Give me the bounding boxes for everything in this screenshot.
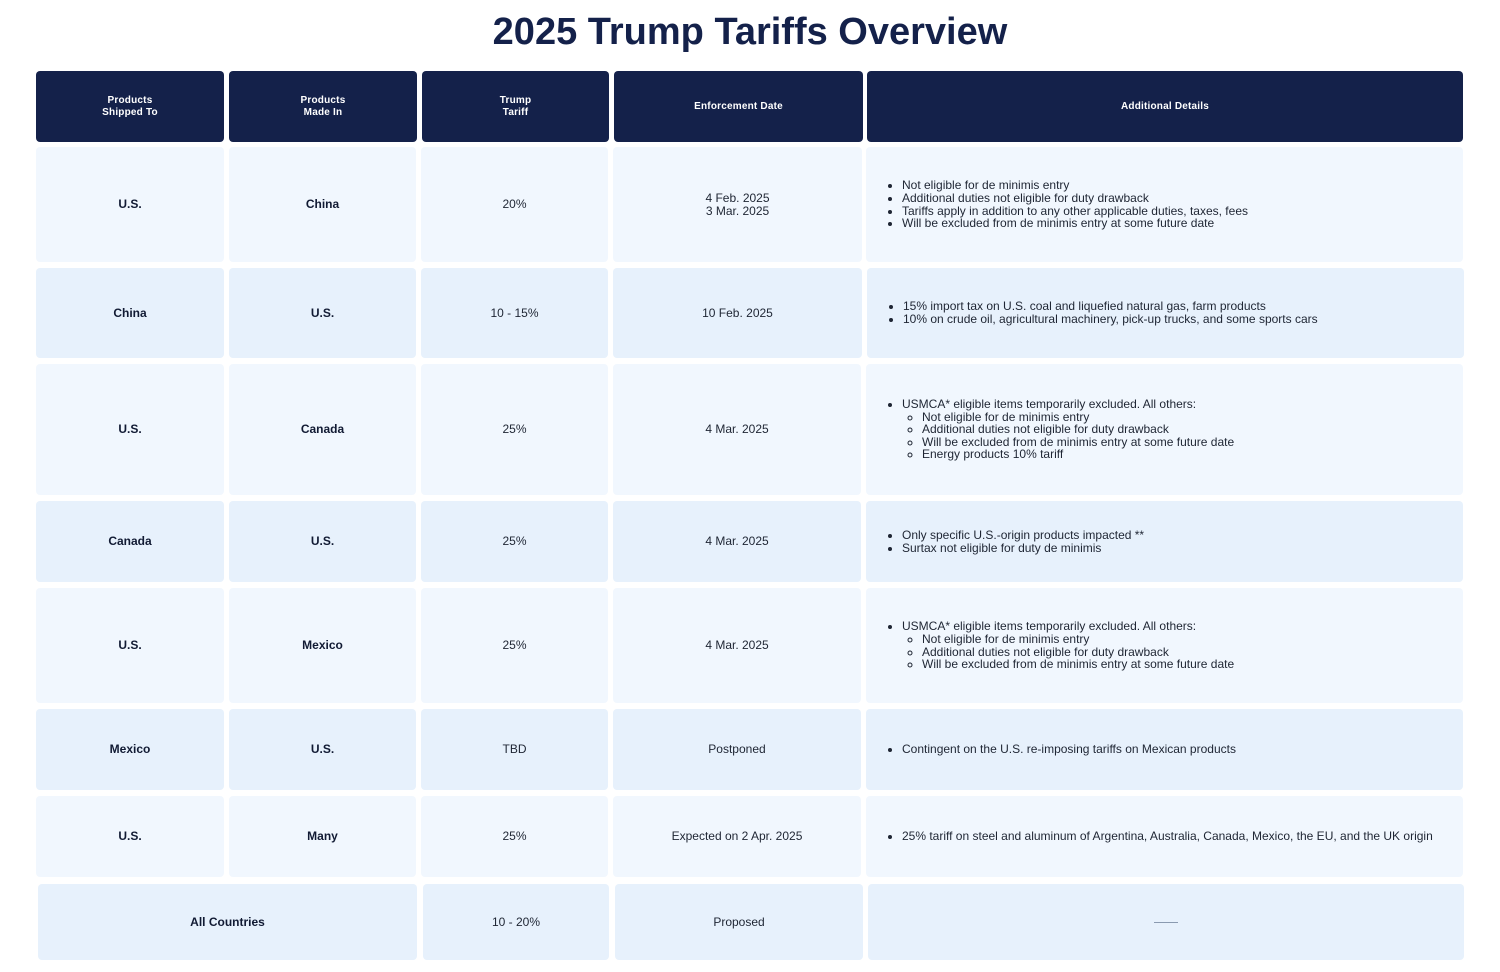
details-item: Additional duties not eligible for duty … — [902, 192, 1248, 205]
cell-shipped-to: Mexico — [36, 709, 224, 790]
cell-enforcement-date: 4 Mar. 2025 — [613, 501, 861, 582]
empty-dash — [1154, 921, 1178, 923]
cell-shipped-to: U.S. — [36, 588, 224, 703]
cell-additional-details — [868, 884, 1464, 960]
cell-made-in: Mexico — [229, 588, 416, 703]
details-subitem: Additional duties not eligible for duty … — [922, 645, 1234, 659]
cell-shipped-to: Canada — [36, 501, 224, 582]
details-subitem: Energy products 10% tariff — [922, 448, 1234, 461]
details-list: USMCA* eligible items temporarily exclud… — [884, 620, 1234, 670]
cell-shipped-to: U.S. — [36, 796, 224, 877]
details-item: Tariffs apply in addition to any other a… — [902, 204, 1248, 218]
header-enforcement-date: Enforcement Date — [614, 71, 863, 142]
cell-tariff: 20% — [421, 147, 608, 262]
details-list: Contingent on the U.S. re-imposing tarif… — [884, 743, 1236, 756]
header-tariff: Trump Tariff — [422, 71, 609, 142]
cell-additional-details: Contingent on the U.S. re-imposing tarif… — [866, 709, 1463, 790]
cell-additional-details: USMCA* eligible items temporarily exclud… — [866, 364, 1463, 495]
cell-enforcement-date: 4 Mar. 2025 — [613, 364, 861, 495]
cell-additional-details: Not eligible for de minimis entry Additi… — [866, 147, 1463, 262]
page-title: 2025 Trump Tariffs Overview — [492, 11, 1008, 53]
details-item: 15% import tax on U.S. coal and liquefie… — [903, 300, 1318, 313]
details-subitem: Additional duties not eligible for duty … — [922, 423, 1234, 436]
cell-enforcement-date: Expected on 2 Apr. 2025 — [613, 796, 861, 877]
cell-additional-details: 15% import tax on U.S. coal and liquefie… — [867, 268, 1464, 358]
details-item: Only specific U.S.-origin products impac… — [902, 529, 1144, 542]
cell-shipped-to-made-in-merged: All Countries — [38, 884, 417, 960]
details-sublist: Not eligible for de minimis entry Additi… — [902, 633, 1234, 671]
details-intro: USMCA* eligible items temporarily exclud… — [902, 619, 1197, 634]
details-list: 25% tariff on steel and aluminum of Arge… — [884, 830, 1433, 843]
details-subitem: Will be excluded from de minimis entry a… — [922, 436, 1234, 449]
cell-tariff: 25% — [421, 796, 608, 877]
cell-made-in: China — [229, 147, 416, 262]
details-item: 25% tariff on steel and aluminum of Arge… — [902, 830, 1433, 843]
header-shipped-to: Products Shipped To — [36, 71, 224, 142]
cell-made-in: Canada — [229, 364, 416, 495]
details-intro: USMCA* eligible items temporarily exclud… — [902, 397, 1197, 412]
details-item: USMCA* eligible items temporarily exclud… — [902, 620, 1234, 670]
cell-enforcement-date: 4 Feb. 2025 3 Mar. 2025 — [613, 147, 862, 262]
cell-shipped-to: U.S. — [36, 147, 224, 262]
details-subitem: Will be excluded from de minimis entry a… — [922, 658, 1234, 671]
header-made-in: Products Made In — [229, 71, 417, 142]
cell-made-in: U.S. — [229, 501, 416, 582]
cell-made-in: U.S. — [229, 709, 416, 790]
cell-enforcement-date: Proposed — [615, 884, 863, 960]
cell-tariff: TBD — [421, 709, 608, 790]
details-item: Contingent on the U.S. re-imposing tarif… — [902, 743, 1236, 756]
details-sublist: Not eligible for de minimis entry Additi… — [902, 411, 1234, 461]
cell-enforcement-date: 4 Mar. 2025 — [613, 588, 861, 703]
cell-enforcement-date: Postponed — [613, 709, 861, 790]
details-subitem: Not eligible for de minimis entry — [922, 411, 1234, 424]
details-item: Surtax not eligible for duty de minimis — [902, 541, 1144, 555]
cell-tariff: 25% — [421, 588, 608, 703]
details-list: 15% import tax on U.S. coal and liquefie… — [885, 300, 1318, 325]
details-list: Only specific U.S.-origin products impac… — [884, 529, 1144, 554]
cell-tariff: 10 - 20% — [423, 884, 609, 960]
details-list: Not eligible for de minimis entry Additi… — [884, 179, 1248, 229]
details-item: 10% on crude oil, agricultural machinery… — [903, 313, 1318, 326]
cell-made-in: U.S. — [229, 268, 416, 358]
details-item: USMCA* eligible items temporarily exclud… — [902, 398, 1234, 461]
cell-shipped-to: U.S. — [36, 364, 224, 495]
cell-additional-details: USMCA* eligible items temporarily exclud… — [866, 588, 1463, 703]
details-item: Not eligible for de minimis entry — [902, 179, 1248, 192]
details-item: Will be excluded from de minimis entry a… — [902, 217, 1248, 230]
cell-shipped-to: China — [36, 268, 224, 358]
cell-tariff: 25% — [421, 364, 608, 495]
cell-made-in: Many — [229, 796, 416, 877]
cell-enforcement-date: 10 Feb. 2025 — [613, 268, 862, 358]
cell-additional-details: Only specific U.S.-origin products impac… — [866, 501, 1463, 582]
cell-tariff: 10 - 15% — [421, 268, 608, 358]
cell-additional-details: 25% tariff on steel and aluminum of Arge… — [866, 796, 1463, 877]
header-additional-details: Additional Details — [867, 71, 1463, 142]
cell-tariff: 25% — [421, 501, 608, 582]
details-list: USMCA* eligible items temporarily exclud… — [884, 398, 1234, 461]
details-subitem: Not eligible for de minimis entry — [922, 633, 1234, 646]
